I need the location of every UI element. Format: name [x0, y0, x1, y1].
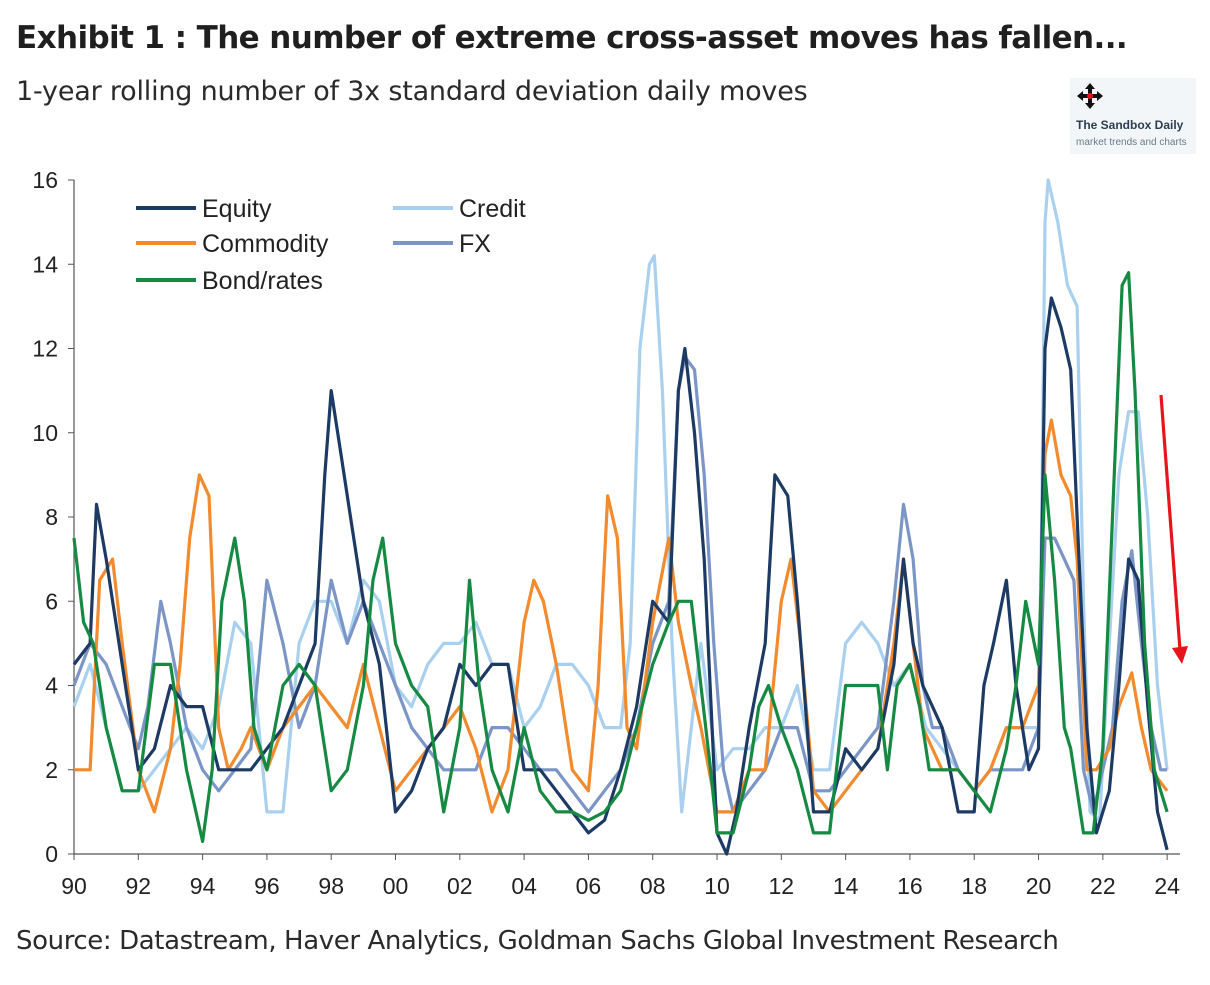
x-tick-label: 08 — [640, 873, 666, 899]
chart-subtitle: 1-year rolling number of 3x standard dev… — [16, 76, 808, 107]
x-tick-label: 90 — [61, 873, 87, 899]
legend-label: Bond/rates — [202, 267, 323, 295]
series-line-commodity — [74, 418, 1169, 814]
legend-label: Equity — [202, 195, 272, 223]
x-tick-label: 22 — [1090, 873, 1116, 899]
series-line-bond-rates — [72, 271, 1169, 844]
x-tick-label: 20 — [1026, 873, 1052, 899]
x-tick-label: 02 — [447, 873, 473, 899]
series-line-equity — [72, 296, 1169, 856]
legend-label: Commodity — [202, 230, 329, 258]
y-tick-label: 12 — [32, 336, 58, 362]
brand-tagline: market trends and charts — [1076, 137, 1187, 148]
x-tick-label: 10 — [704, 873, 730, 899]
y-tick-label: 8 — [45, 504, 58, 530]
x-tick-label: 94 — [190, 873, 216, 899]
y-tick-label: 4 — [45, 673, 58, 699]
x-tick-label: 06 — [576, 873, 602, 899]
x-tick-label: 24 — [1154, 873, 1180, 899]
legend-label: FX — [459, 230, 491, 258]
x-tick-label: 98 — [318, 873, 344, 899]
x-tick-label: 96 — [254, 873, 280, 899]
x-tick-label: 18 — [961, 873, 987, 899]
y-tick-label: 0 — [45, 841, 58, 867]
legend-label: Credit — [459, 195, 526, 223]
y-tick-label: 14 — [32, 251, 58, 277]
x-tick-label: 00 — [383, 873, 409, 899]
brand-name: The Sandbox Daily — [1076, 118, 1184, 132]
page-title: Exhibit 1 : The number of extreme cross-… — [16, 20, 1128, 56]
x-tick-label: 04 — [511, 873, 537, 899]
down-arrow-icon — [1159, 394, 1182, 651]
x-tick-label: 16 — [897, 873, 923, 899]
y-tick-label: 10 — [32, 420, 58, 446]
source-note: Source: Datastream, Haver Analytics, Gol… — [16, 926, 1059, 956]
series-line-credit — [72, 178, 1169, 822]
x-tick-label: 92 — [126, 873, 152, 899]
move-arrows-icon — [1077, 83, 1103, 109]
brand-logo[interactable]: The Sandbox Daily market trends and char… — [1070, 78, 1196, 154]
down-arrow-head — [1172, 646, 1188, 664]
y-tick-label: 6 — [45, 588, 58, 614]
x-tick-label: 14 — [833, 873, 859, 899]
y-tick-label: 16 — [32, 167, 58, 193]
y-tick-label: 2 — [45, 757, 58, 783]
x-tick-label: 12 — [769, 873, 795, 899]
